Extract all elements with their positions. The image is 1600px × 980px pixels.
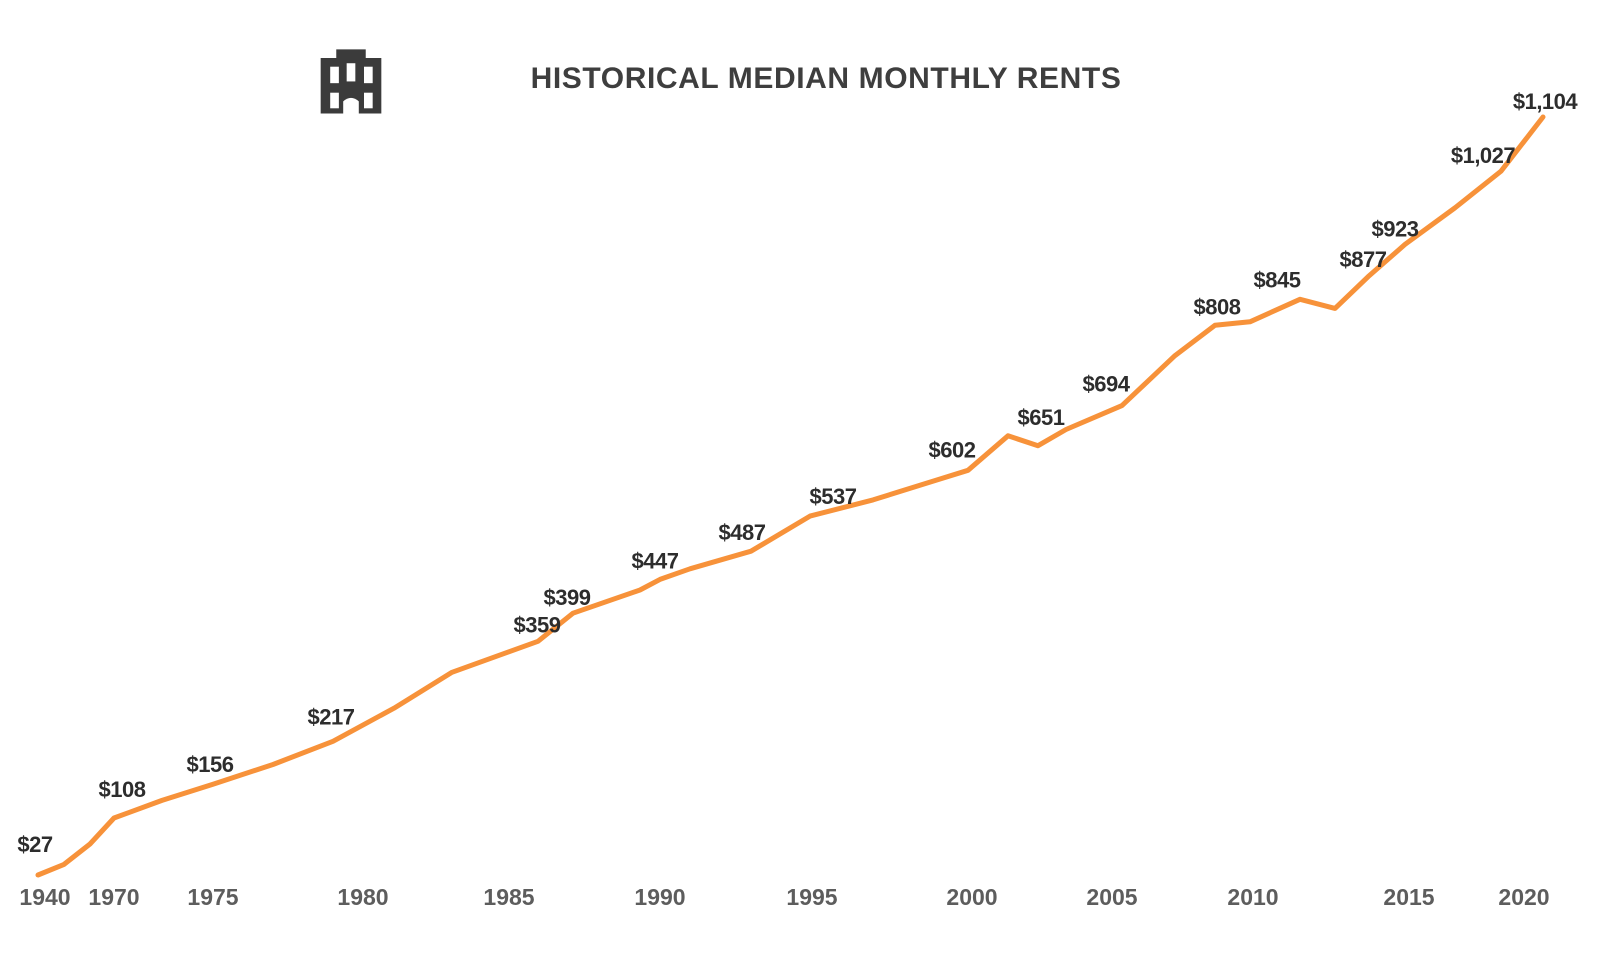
data-label: $399	[544, 585, 591, 610]
data-label: $217	[308, 704, 355, 729]
data-label: $923	[1372, 216, 1419, 241]
data-label: $694	[1083, 372, 1131, 397]
x-tick-label: 1990	[634, 884, 685, 910]
data-label: $651	[1018, 405, 1065, 430]
data-label: $845	[1254, 267, 1301, 292]
x-tick-label: 2020	[1498, 884, 1549, 910]
x-tick-label: 1940	[19, 884, 70, 910]
data-label: $808	[1194, 294, 1241, 319]
x-tick-label: 2010	[1227, 884, 1278, 910]
building-icon	[320, 49, 382, 114]
data-label: $602	[929, 437, 976, 462]
x-tick-label: 1980	[337, 884, 388, 910]
x-tick-label: 1995	[786, 884, 837, 910]
chart-title: HISTORICAL MEDIAN MONTHLY RENTS	[530, 62, 1122, 95]
data-label: $108	[99, 777, 146, 802]
data-label: $1,104	[1513, 89, 1579, 114]
x-tick-label: 1975	[187, 884, 238, 910]
data-label: $1,027	[1451, 143, 1516, 168]
chart-header: HISTORICAL MEDIAN MONTHLY RENTS	[0, 0, 1600, 130]
data-label: $27	[17, 832, 52, 857]
x-tick-label: 1985	[483, 884, 534, 910]
x-tick-label: 1970	[88, 884, 139, 910]
data-label: $877	[1340, 247, 1387, 272]
data-label: $156	[187, 752, 234, 777]
data-label: $447	[632, 548, 679, 573]
data-label: $487	[719, 520, 766, 545]
rent-line	[35, 114, 1546, 878]
x-tick-label: 2000	[946, 884, 997, 910]
x-tick-label: 2005	[1086, 884, 1137, 910]
data-label: $537	[810, 484, 857, 509]
data-label: $359	[514, 612, 561, 637]
x-tick-label: 2015	[1383, 884, 1434, 910]
